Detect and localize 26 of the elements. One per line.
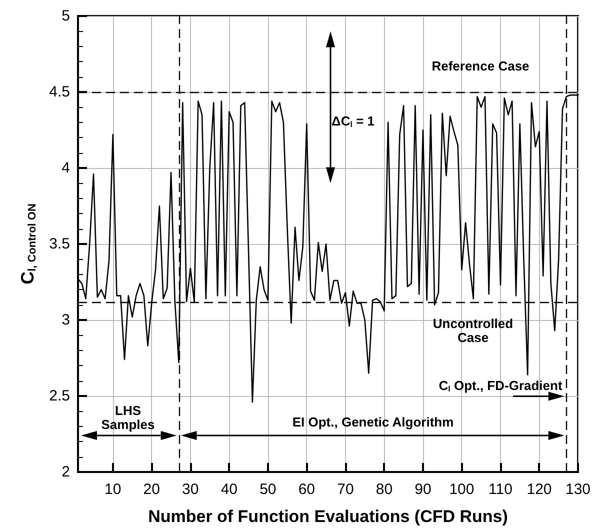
y-axis-title: Cl, Control ON	[18, 204, 39, 284]
annotation: LHS Samples	[101, 402, 155, 432]
x-tick-label: 100	[449, 481, 474, 498]
x-tick-label: 50	[260, 481, 276, 498]
x-tick-label: 60	[298, 481, 316, 498]
y-tick-label: 4	[62, 160, 70, 176]
x-tick-label: 80	[376, 481, 393, 498]
x-tick-label: 20	[143, 481, 160, 498]
x-tick-label: 10	[104, 481, 122, 498]
annotation: Reference Case	[432, 58, 530, 74]
x-tick-label: 110	[488, 481, 512, 498]
y-tick-label: 2.5	[49, 388, 70, 404]
annotation: Uncontrolled Case	[432, 316, 514, 346]
y-tick-label: 2	[62, 464, 70, 480]
annotation: EI Opt., Genetic Algorithm	[292, 414, 454, 430]
x-tick-label: 40	[220, 481, 238, 498]
y-tick-label: 3.5	[49, 236, 70, 252]
y-tick-label: 3	[62, 312, 70, 328]
x-tick-label: 30	[182, 481, 199, 498]
y-tick-label: 4.5	[49, 84, 70, 100]
x-tick-label: 90	[414, 481, 432, 498]
x-tick-label: 70	[337, 481, 354, 498]
x-tick-label: 120	[526, 481, 552, 498]
x-tick-label: 130	[565, 481, 591, 498]
x-axis-title: Number of Function Evaluations (CFD Runs)	[148, 507, 508, 526]
y-tick-label: 5	[62, 8, 70, 24]
